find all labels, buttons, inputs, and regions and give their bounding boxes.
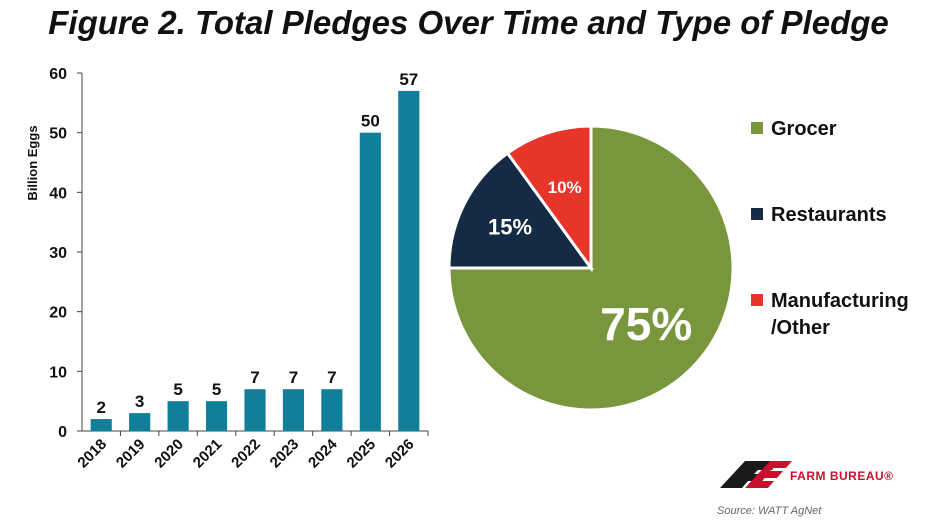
pie-chart: 75% 15% 10% bbox=[447, 124, 735, 412]
farm-bureau-logo-text: FARM BUREAU® bbox=[790, 469, 894, 483]
y-tick-label: 0 bbox=[58, 424, 67, 441]
y-tick-label: 10 bbox=[49, 364, 67, 381]
x-tick-label: 2024 bbox=[305, 435, 341, 471]
bar bbox=[282, 389, 305, 431]
x-tick-label: 2025 bbox=[344, 436, 380, 472]
x-tick-label: 2019 bbox=[113, 436, 149, 472]
bar-value-label: 7 bbox=[289, 368, 298, 387]
pie-slice bbox=[505, 124, 593, 273]
bar-value-label: 57 bbox=[399, 70, 418, 89]
farm-bureau-logo-mark bbox=[720, 461, 792, 488]
bar-value-label: 5 bbox=[173, 380, 182, 399]
bar-value-label: 7 bbox=[327, 368, 336, 387]
bar-value-label: 7 bbox=[250, 368, 259, 387]
y-tick-label: 20 bbox=[49, 305, 67, 322]
y-axis-label: Billion Eggs bbox=[25, 125, 40, 200]
farm-bureau-logo: FARM BUREAU® bbox=[720, 461, 894, 488]
bar bbox=[205, 401, 228, 431]
bar bbox=[90, 419, 112, 431]
bar-value-label: 2 bbox=[96, 398, 105, 417]
y-tick-label: 30 bbox=[49, 245, 67, 262]
bar bbox=[359, 132, 381, 431]
y-tick-label: 50 bbox=[49, 126, 67, 143]
bar bbox=[321, 389, 343, 431]
x-tick-label: 2026 bbox=[382, 436, 418, 472]
bar bbox=[129, 413, 151, 431]
y-tick-label: 40 bbox=[49, 185, 67, 202]
x-tick-label: 2022 bbox=[228, 436, 264, 472]
page-title: Figure 2. Total Pledges Over Time and Ty… bbox=[48, 4, 889, 41]
x-tick-label: 2020 bbox=[151, 436, 187, 472]
bar bbox=[244, 389, 266, 431]
bar-value-label: 50 bbox=[361, 112, 380, 131]
bar-value-label: 5 bbox=[212, 380, 221, 399]
legend-label: Manufacturing bbox=[771, 290, 909, 312]
legend-swatch bbox=[751, 122, 763, 134]
pie-slice-label: 15% bbox=[488, 215, 532, 240]
bar bbox=[398, 90, 420, 432]
bar-chart: 0 10 20 30 40 50 60 Billion Eggs 2 2018 3 2019 5 2020… bbox=[25, 66, 429, 472]
x-tick-label: 2023 bbox=[267, 436, 303, 472]
bar-value-label: 3 bbox=[135, 392, 144, 411]
x-tick-label: 2021 bbox=[190, 436, 226, 472]
pie-slice-label: 75% bbox=[600, 298, 692, 350]
pie-legend: Grocer Restaurants Manufacturing/Other bbox=[751, 118, 909, 339]
legend-label: Grocer bbox=[771, 118, 837, 140]
legend-label: /Other bbox=[771, 317, 830, 339]
pie-slice-label: 10% bbox=[548, 178, 582, 197]
pie-slice bbox=[447, 124, 735, 412]
legend-swatch bbox=[751, 294, 763, 306]
source-note: Source: WATT AgNet bbox=[717, 505, 822, 517]
y-tick-label: 60 bbox=[49, 66, 67, 83]
bar bbox=[167, 401, 189, 431]
pie-slice bbox=[447, 151, 594, 270]
legend-label: Restaurants bbox=[771, 204, 887, 226]
x-tick-label: 2018 bbox=[74, 436, 110, 472]
legend-swatch bbox=[751, 208, 763, 220]
